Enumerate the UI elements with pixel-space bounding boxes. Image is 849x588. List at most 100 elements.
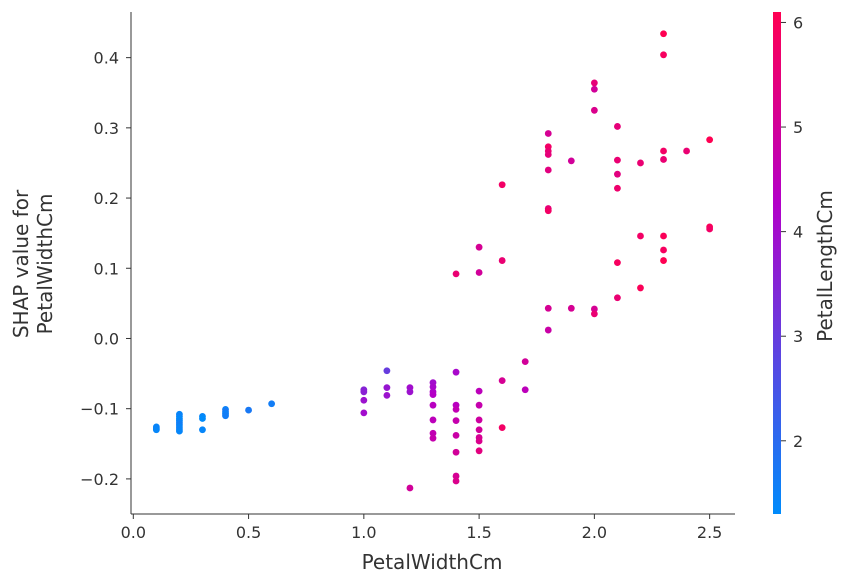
data-point bbox=[567, 304, 575, 312]
data-point bbox=[360, 388, 368, 396]
x-tick-label: 1.5 bbox=[466, 523, 491, 542]
x-tick-label: 2.5 bbox=[697, 523, 722, 542]
data-point bbox=[683, 147, 690, 155]
axes bbox=[130, 12, 735, 515]
data-point bbox=[429, 401, 437, 409]
data-point bbox=[452, 472, 460, 480]
data-point bbox=[475, 416, 483, 424]
y-tick-label: 0.4 bbox=[94, 49, 119, 68]
data-point bbox=[199, 415, 206, 422]
data-point bbox=[544, 326, 552, 334]
data-point bbox=[706, 225, 714, 233]
data-point bbox=[383, 391, 391, 399]
data-point bbox=[660, 246, 667, 254]
y-tick-label: 0.2 bbox=[94, 189, 119, 208]
data-point bbox=[245, 406, 252, 414]
data-point bbox=[660, 156, 667, 163]
data-point bbox=[590, 106, 598, 114]
data-point bbox=[660, 147, 667, 155]
data-point bbox=[614, 184, 621, 192]
data-point bbox=[222, 412, 229, 420]
colorbar-tick-label: 2 bbox=[793, 432, 803, 451]
colorbar-title: PetalLengthCm bbox=[813, 190, 837, 342]
data-point bbox=[544, 166, 552, 174]
data-point bbox=[521, 358, 529, 366]
y-tick-label: 0.0 bbox=[94, 329, 119, 348]
y-tick-label: −0.1 bbox=[80, 400, 119, 419]
data-point bbox=[452, 417, 460, 425]
data-point bbox=[706, 136, 714, 144]
y-tick-label: 0.3 bbox=[94, 119, 119, 138]
data-point bbox=[637, 232, 644, 240]
data-point bbox=[406, 484, 414, 492]
data-point bbox=[176, 427, 183, 435]
colorbar-ticks: 2 3 4 5 6 bbox=[781, 13, 803, 451]
data-point bbox=[475, 401, 483, 409]
data-point bbox=[660, 30, 667, 38]
data-point bbox=[452, 431, 460, 439]
data-point bbox=[429, 434, 437, 442]
x-axis-title: PetalWidthCm bbox=[362, 550, 503, 574]
data-point bbox=[567, 157, 575, 165]
data-point bbox=[590, 79, 598, 87]
data-point bbox=[498, 257, 506, 264]
data-point bbox=[544, 130, 552, 137]
data-point bbox=[544, 207, 552, 215]
data-point bbox=[498, 377, 506, 385]
data-point bbox=[660, 257, 667, 264]
data-point bbox=[429, 391, 437, 399]
data-point bbox=[383, 367, 391, 375]
data-point bbox=[614, 123, 621, 130]
x-tick-label: 2.0 bbox=[582, 523, 607, 542]
data-point bbox=[475, 387, 483, 395]
data-point bbox=[429, 383, 437, 391]
y-axis-title-line-1: SHAP value for bbox=[9, 189, 33, 338]
y-axis-title: SHAP value for PetalWidthCm bbox=[9, 189, 57, 338]
colorbar-tick-label: 6 bbox=[793, 13, 803, 32]
data-point bbox=[544, 304, 552, 312]
x-tick-label: 0.0 bbox=[121, 523, 146, 542]
data-point bbox=[429, 416, 437, 424]
data-point bbox=[614, 294, 621, 302]
data-point bbox=[590, 305, 598, 313]
data-point bbox=[498, 181, 506, 189]
data-point bbox=[590, 85, 598, 93]
data-point bbox=[452, 477, 460, 485]
data-point bbox=[614, 156, 621, 164]
x-tick-label: 0.5 bbox=[236, 523, 261, 542]
y-tick-label: 0.1 bbox=[94, 259, 119, 278]
data-point bbox=[452, 405, 460, 413]
data-point bbox=[152, 426, 160, 434]
data-point bbox=[475, 426, 483, 434]
data-point bbox=[544, 151, 552, 158]
y-ticks: −0.2 −0.1 0.0 0.1 0.2 0.3 0.4 bbox=[80, 49, 131, 489]
data-point bbox=[429, 429, 437, 437]
data-point bbox=[268, 400, 276, 408]
data-point bbox=[475, 437, 483, 445]
data-point bbox=[590, 310, 598, 318]
data-point bbox=[614, 170, 621, 178]
data-point bbox=[452, 270, 460, 278]
data-point bbox=[383, 384, 391, 392]
data-point bbox=[660, 232, 667, 240]
data-point bbox=[452, 368, 460, 376]
data-point bbox=[660, 51, 667, 59]
data-point bbox=[637, 159, 644, 167]
data-point bbox=[199, 426, 206, 434]
x-tick-label: 1.0 bbox=[351, 523, 376, 542]
data-point bbox=[360, 409, 368, 417]
data-point bbox=[637, 284, 644, 292]
x-ticks: 0.0 0.5 1.0 1.5 2.0 2.5 bbox=[121, 514, 722, 542]
data-point bbox=[475, 243, 483, 251]
data-point bbox=[498, 424, 506, 432]
colorbar-tick-label: 4 bbox=[793, 223, 803, 242]
y-axis-title-line-2: PetalWidthCm bbox=[33, 194, 57, 335]
colorbar-tick-label: 5 bbox=[793, 118, 803, 137]
data-point bbox=[360, 396, 368, 404]
data-point bbox=[475, 269, 483, 276]
scatter-points bbox=[152, 30, 714, 492]
data-point bbox=[521, 386, 529, 394]
data-point bbox=[614, 259, 621, 267]
data-point bbox=[452, 448, 460, 456]
